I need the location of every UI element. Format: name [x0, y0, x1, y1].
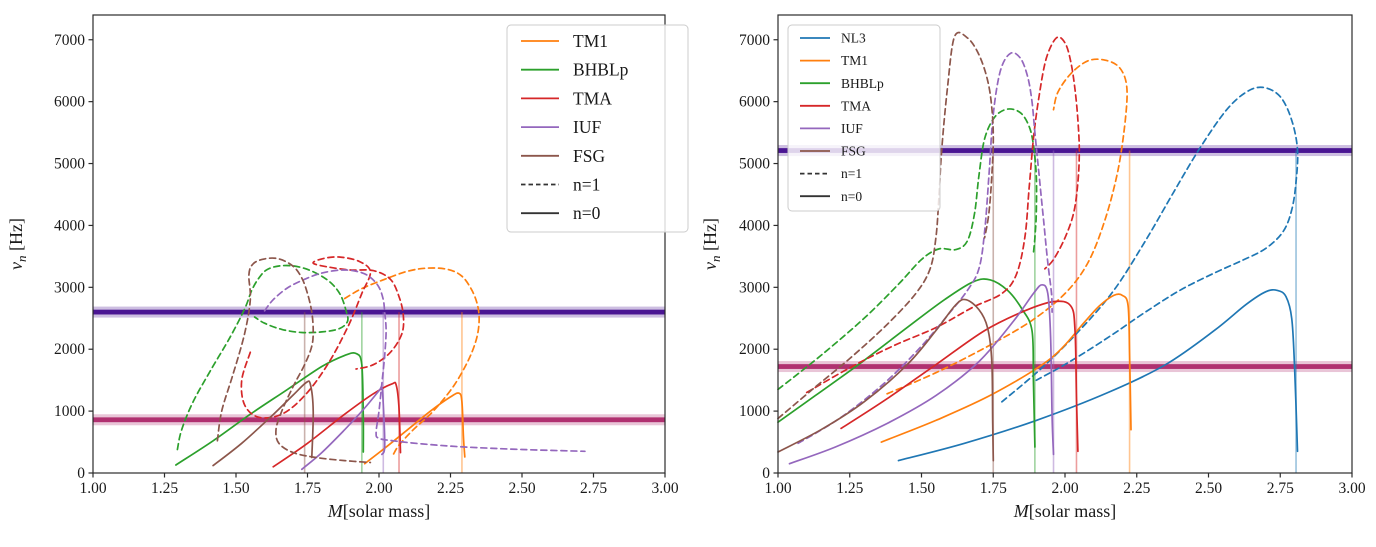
legend-label-n=0: n=0: [841, 189, 862, 204]
reference-band-1: [778, 364, 1352, 369]
x-tick-label: 1.25: [836, 480, 863, 497]
x-tick-label: 3.00: [651, 480, 678, 497]
series-nl3-n1: [1001, 86, 1299, 403]
series-tma-n1: [805, 36, 1081, 394]
x-tick-label: 1.50: [908, 480, 935, 497]
legend-label-n=1: n=1: [841, 166, 862, 181]
legend-label-tma: TMA: [573, 88, 612, 108]
legend-label-nl3: NL3: [841, 31, 866, 46]
legend-label-iuf: IUF: [573, 117, 601, 137]
y-tick-label: 4000: [54, 217, 85, 234]
x-tick-label: 2.75: [580, 480, 607, 497]
y-tick-label: 7000: [54, 32, 85, 49]
legend-label-tma: TMA: [841, 98, 871, 113]
y-tick-label: 3000: [739, 279, 770, 296]
x-tick-label: 2.00: [1051, 480, 1078, 497]
left-panel: 1.00 1.25 1.50 1.75 2.00 2.25 2.50 2.75 3.00 0 100…: [6, 14, 689, 521]
x-tick-label: 2.50: [508, 480, 535, 497]
x-tick-label: 3.00: [1338, 480, 1365, 497]
series-bhblp-n0: [175, 352, 365, 466]
series-fsg-n1: [777, 31, 995, 420]
series-iuf-n1: [263, 269, 586, 453]
series-tma-n0: [840, 300, 1079, 453]
y-tick-label: 2000: [54, 341, 85, 358]
series-iuf-n1: [797, 51, 1053, 445]
x-tick-label: 2.50: [1195, 480, 1222, 497]
legend-label-bhblp: BHBLp: [573, 60, 629, 80]
legend-label-bhblp: BHBLp: [841, 76, 884, 91]
x-tick-label: 1.00: [764, 480, 791, 497]
legend-label-n=0: n=0: [573, 203, 601, 223]
y-tick-label: 2000: [739, 341, 770, 358]
x-tick-label: 2.25: [1123, 480, 1150, 497]
reference-band-1: [93, 417, 665, 423]
series-fsg-n0: [777, 298, 995, 462]
y-tick-label: 0: [762, 465, 770, 482]
y-tick-label: 6000: [54, 94, 85, 111]
series-iuf-n0: [300, 385, 386, 471]
x-tick-label: 1.25: [151, 480, 178, 497]
series-bhblp-n0: [777, 278, 1036, 448]
legend-label-iuf: IUF: [841, 121, 863, 136]
series-tma-n1: [240, 256, 405, 419]
series-tm1-n1: [343, 267, 480, 456]
right-panel: 1.00 1.25 1.50 1.75 2.00 2.25 2.50 2.75 3.00 0 100…: [700, 0, 1376, 547]
x-tick-label: 2.00: [365, 480, 392, 497]
y-tick-label: 0: [77, 465, 85, 482]
x-tick-label: 1.75: [980, 480, 1007, 497]
series-fsg-n1: [216, 257, 372, 464]
legend-label-tm1: TM1: [841, 53, 868, 68]
series-tm1-n0: [363, 392, 466, 465]
series-iuf-n0: [788, 283, 1055, 465]
x-tick-label: 1.00: [79, 480, 106, 497]
y-tick-label: 7000: [739, 32, 770, 49]
y-axis-label: νn [Hz]: [700, 218, 723, 270]
x-tick-label: 1.50: [222, 480, 249, 497]
y-tick-label: 6000: [739, 94, 770, 111]
right-panel-chart: 1.00 1.25 1.50 1.75 2.00 2.25 2.50 2.75 3.00 0 100…: [700, 14, 1366, 521]
legend-box: [506, 24, 689, 233]
y-tick-label: 1000: [54, 403, 85, 420]
x-tick-label: 2.25: [437, 480, 464, 497]
legend-box: [787, 24, 941, 212]
y-tick-label: 3000: [54, 279, 85, 296]
left-panel-chart: 1.00 1.25 1.50 1.75 2.00 2.25 2.50 2.75 3.00 0 100…: [6, 14, 689, 521]
series-tma-n0: [272, 381, 402, 468]
y-tick-label: 5000: [54, 156, 85, 173]
x-tick-label: 2.75: [1267, 480, 1294, 497]
legend-label-fsg: FSG: [841, 144, 866, 159]
reference-band-0: [778, 148, 1352, 153]
series-tm1-n1: [886, 58, 1128, 395]
y-axis-label: νn [Hz]: [6, 218, 29, 270]
y-tick-label: 4000: [739, 217, 770, 234]
legend-label-n=1: n=1: [573, 174, 600, 194]
y-tick-label: 5000: [739, 156, 770, 173]
x-axis-label: M[solar mass]: [327, 501, 430, 521]
x-axis-label: M[solar mass]: [1013, 501, 1116, 521]
legend-label-tm1: TM1: [573, 31, 608, 51]
y-tick-label: 1000: [739, 403, 770, 420]
x-tick-label: 1.75: [294, 480, 321, 497]
series-tm1-n0: [880, 293, 1132, 443]
reference-band-0: [93, 309, 665, 315]
legend-label-fsg: FSG: [573, 146, 605, 166]
series-fsg-n0: [212, 380, 315, 467]
series-bhblp-n1: [777, 108, 1038, 391]
series-bhblp-n1: [176, 264, 349, 451]
